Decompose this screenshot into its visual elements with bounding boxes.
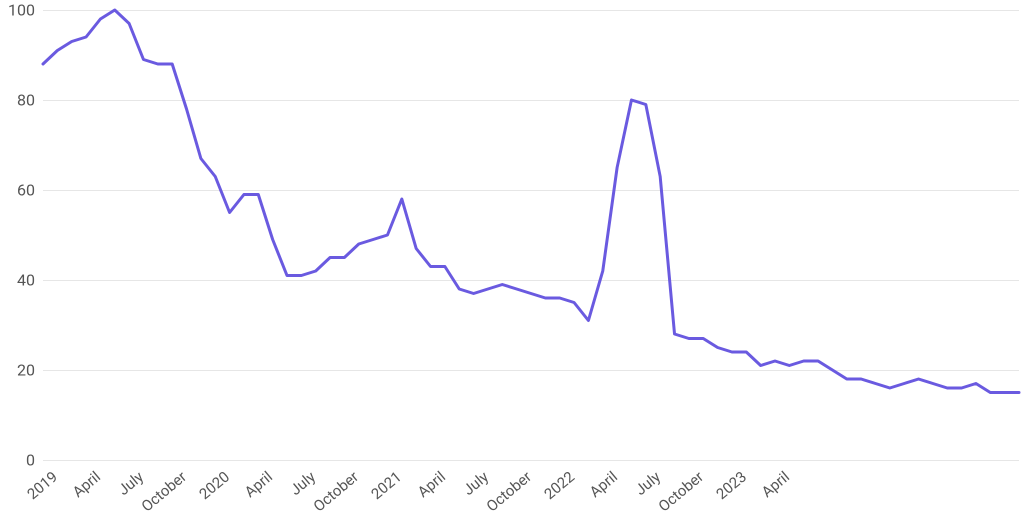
x-tick-label: 2021 xyxy=(362,460,406,503)
y-tick-label: 20 xyxy=(17,361,43,380)
x-tick-label: April xyxy=(752,460,793,501)
x-tick-label: 2023 xyxy=(706,460,750,503)
y-tick-label: 60 xyxy=(17,181,43,200)
x-tick-label: April xyxy=(407,460,448,501)
x-tick-label: April xyxy=(63,460,104,501)
x-tick-label: April xyxy=(235,460,276,501)
x-tick-label: 2019 xyxy=(17,460,61,503)
x-tick-label: October xyxy=(132,460,191,515)
trend-chart: 0204060801002019AprilJulyOctober2020Apri… xyxy=(0,0,1024,519)
series-line xyxy=(43,10,1019,393)
x-tick-label: 2022 xyxy=(534,460,578,503)
y-tick-label: 80 xyxy=(17,91,43,110)
x-tick-label: October xyxy=(476,460,535,515)
x-tick-label: 2020 xyxy=(189,460,233,503)
plot-area: 0204060801002019AprilJulyOctober2020Apri… xyxy=(43,10,1019,460)
y-tick-label: 100 xyxy=(8,1,43,20)
x-tick-label: October xyxy=(648,460,707,515)
y-tick-label: 40 xyxy=(17,271,43,290)
x-tick-label: April xyxy=(579,460,620,501)
grid-line xyxy=(43,460,1019,461)
line-layer xyxy=(43,10,1019,460)
x-tick-label: October xyxy=(304,460,363,515)
